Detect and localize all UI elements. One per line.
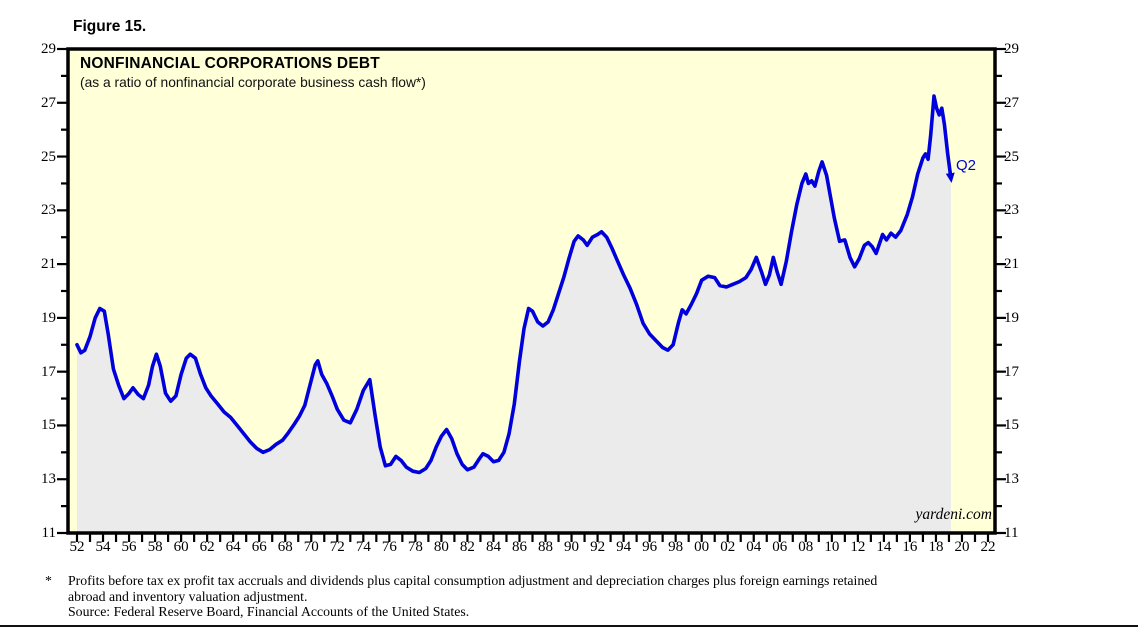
x-axis-tick-label: 66 [251,539,267,555]
footnote: * Profits before tax ex profit tax accru… [45,573,978,620]
bottom-divider [0,625,1138,627]
x-axis-tick-label: 86 [511,539,527,555]
y-axis-tick-label-left: 17 [41,363,56,380]
x-axis-tick-label: 08 [798,539,814,555]
footnote-line2: abroad and inventory valuation adjustmen… [68,588,308,604]
x-axis-tick-label: 70 [303,539,319,555]
x-axis-tick-label: 72 [329,539,345,555]
x-axis-tick-label: 64 [225,539,241,555]
footnote-source: Source: Federal Reserve Board, Financial… [68,604,470,619]
y-axis-tick-label-left: 19 [41,309,56,326]
y-axis-tick-label-left: 23 [41,202,56,219]
y-axis-tick-label-right: 15 [1004,417,1019,434]
x-axis-tick-label: 16 [902,539,918,555]
x-axis-tick-label: 04 [746,539,762,555]
y-axis-tick-label-left: 13 [41,471,56,488]
x-axis-tick-label: 56 [121,539,137,555]
x-axis-tick-label: 10 [824,539,840,555]
x-axis-tick-label: 54 [95,539,111,555]
y-axis-tick-label-left: 15 [41,417,56,434]
x-axis-tick-label: 78 [407,539,423,555]
y-axis-tick-label-right: 19 [1004,309,1019,326]
x-axis-tick-label: 84 [485,539,501,555]
y-axis-tick-label-left: 29 [41,41,56,57]
plot-border [66,47,997,535]
chart-subtitle: (as a ratio of nonfinancial corporate bu… [80,75,426,90]
y-axis-tick-label-right: 17 [1004,363,1019,380]
chart-title: NONFINANCIAL CORPORATIONS DEBT [80,55,380,72]
x-axis-tick-label: 98 [668,539,684,555]
y-axis-tick-label-right: 27 [1004,94,1019,111]
x-axis-tick-label: 88 [538,539,553,555]
x-axis-tick-label: 92 [590,539,606,555]
debt-line [75,94,955,475]
y-axis-tick-label-left: 25 [41,148,56,165]
x-axis-tick-label: 58 [147,539,163,555]
x-axis-tick-label: 90 [564,539,580,555]
y-axis-tick-label-right: 21 [1004,256,1019,273]
axis-ticks [57,47,1006,542]
x-axis-tick-label: 22 [980,539,996,555]
x-axis-tick-label: 20 [954,539,970,555]
x-axis-tick-label: 14 [876,539,892,555]
watermark-yardeni: yardeni.com [915,506,992,523]
y-axis-tick-label-right: 25 [1004,148,1019,165]
footnote-asterisk: * [45,573,52,588]
y-axis-tick-label-right: 11 [1004,525,1019,541]
y-axis-tick-label-right: 13 [1004,471,1019,488]
x-axis-tick-label: 74 [355,539,371,555]
y-axis-tick-label-left: 27 [41,94,56,111]
y-axis-tick-label-right: 29 [1004,41,1019,57]
x-axis-tick-label: 52 [69,539,85,555]
x-axis-tick-label: 76 [381,539,397,555]
x-axis-tick-label: 96 [642,539,658,555]
x-axis-tick-label: 80 [433,539,449,555]
x-axis-tick-label: 00 [694,539,710,555]
footnote-line1: Profits before tax ex profit tax accrual… [68,573,878,588]
y-axis-tick-label-left: 21 [41,256,56,273]
figure-label: Figure 15. [73,18,147,35]
x-axis-tick-label: 60 [173,539,189,555]
latest-quarter-label: Q2 [956,157,977,174]
x-axis-tick-label: 68 [277,539,293,555]
y-axis-tick-label-left: 11 [41,525,56,541]
x-axis-tick-label: 06 [772,539,788,555]
x-axis-tick-label: 02 [720,539,736,555]
x-axis-tick-label: 94 [616,539,632,555]
x-axis-tick-label: 18 [928,539,944,555]
x-axis-tick-label: 62 [199,539,215,555]
x-axis-tick-label: 82 [459,539,475,555]
x-axis-tick-label: 12 [850,539,866,555]
y-axis-tick-label-right: 23 [1004,202,1019,219]
